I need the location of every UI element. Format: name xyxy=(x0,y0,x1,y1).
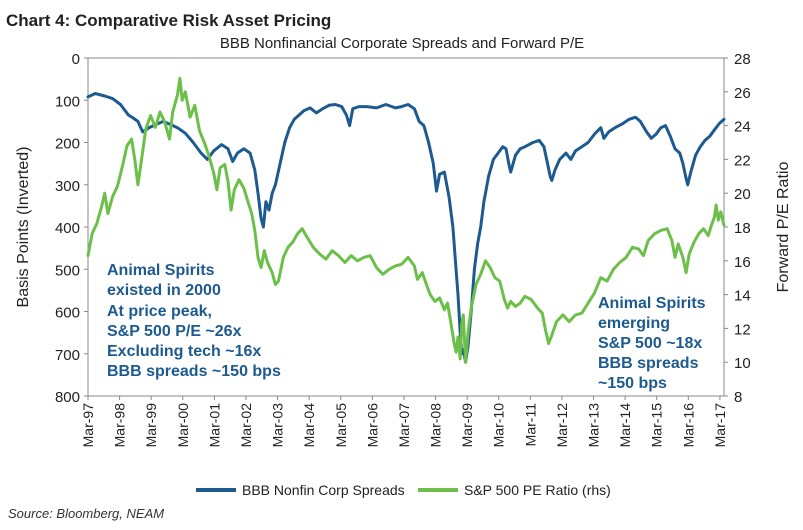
y-axis-label: Basis Points (Inverted) xyxy=(15,147,32,308)
annotation-left-line: BBB spreads ~150 bps xyxy=(107,363,281,380)
x-tick-label: Mar-15 xyxy=(649,403,665,448)
y2-axis-label: Forward P/E Ratio xyxy=(775,162,792,293)
x-tick-label: Mar-02 xyxy=(238,403,254,448)
chart-title: BBB Nonfinancial Corporate Spreads and F… xyxy=(220,35,584,52)
right-axis-ticks: 8 10 12 14 16 18 20 22 24 26 28 xyxy=(724,51,751,406)
legend-label-pe: S&P 500 PE Ratio (rhs) xyxy=(464,482,611,498)
annotation-left: Animal Spirits existed in 2000 At price … xyxy=(107,262,281,380)
x-tick-label: Mar-98 xyxy=(112,403,128,448)
y-tick-label: 200 xyxy=(55,136,80,153)
y-tick-label: 0 xyxy=(72,51,80,68)
y-tick-label: 800 xyxy=(55,389,80,406)
y2-tick-label: 18 xyxy=(734,220,751,237)
x-tick-label: Mar-07 xyxy=(396,403,412,448)
annotation-right-line: S&P 500 ~18x xyxy=(598,335,702,352)
y-tick-label: 300 xyxy=(55,178,80,195)
y-tick-label: 600 xyxy=(55,305,80,322)
y2-tick-label: 26 xyxy=(734,85,751,102)
annotation-left-line: existed in 2000 xyxy=(107,282,221,299)
annotation-left-line: Animal Spirits xyxy=(107,262,215,279)
annotation-left-line: Excluding tech ~16x xyxy=(107,343,261,360)
x-tick-label: Mar-00 xyxy=(175,403,191,448)
y2-tick-label: 8 xyxy=(734,389,742,406)
y-tick-label: 500 xyxy=(55,262,80,279)
annotation-right-line: BBB spreads xyxy=(598,355,699,372)
x-tick-label: Mar-10 xyxy=(491,403,507,448)
annotation-right-line: emerging xyxy=(598,315,670,332)
legend: BBB Nonfin Corp Spreads S&P 500 PE Ratio… xyxy=(196,482,611,498)
y2-tick-label: 14 xyxy=(734,288,751,305)
x-tick-label: Mar-97 xyxy=(80,403,96,448)
x-tick-label: Mar-16 xyxy=(680,403,696,448)
y-tick-label: 700 xyxy=(55,347,80,364)
x-tick-label: Mar-17 xyxy=(712,403,728,448)
left-axis-ticks: 0 100 200 300 400 500 600 700 800 xyxy=(55,51,88,406)
annotation-right-line: ~150 bps xyxy=(598,375,667,392)
chart-label: Chart 4: Comparative Risk Asset Pricing xyxy=(6,11,331,30)
y2-tick-label: 20 xyxy=(734,186,751,203)
x-tick-label: Mar-05 xyxy=(333,403,349,448)
y2-tick-label: 24 xyxy=(734,119,751,136)
y2-tick-label: 10 xyxy=(734,355,751,372)
annotation-right: Animal Spirits emerging S&P 500 ~18x BBB… xyxy=(598,295,706,392)
legend-label-spreads: BBB Nonfin Corp Spreads xyxy=(242,482,405,498)
x-axis-ticks: Mar-97 Mar-98 Mar-99 Mar-00 Mar-01 Mar-02 Mar-… xyxy=(80,396,728,447)
series-line-sp500-pe xyxy=(86,76,726,364)
source-note: Source: Bloomberg, NEAM xyxy=(8,506,164,521)
y2-tick-label: 22 xyxy=(734,152,751,169)
x-tick-label: Mar-14 xyxy=(617,403,633,448)
x-tick-label: Mar-99 xyxy=(143,403,159,448)
x-tick-label: Mar-03 xyxy=(270,403,286,448)
annotation-left-line: S&P 500 P/E ~26x xyxy=(107,323,242,340)
x-tick-label: Mar-01 xyxy=(206,403,222,448)
series-line-bbb-spreads xyxy=(86,92,726,364)
x-tick-label: Mar-08 xyxy=(428,403,444,448)
y2-tick-label: 28 xyxy=(734,51,751,68)
annotation-right-line: Animal Spirits xyxy=(598,295,706,312)
y2-tick-label: 12 xyxy=(734,321,751,338)
x-tick-label: Mar-04 xyxy=(301,403,317,448)
x-tick-label: Mar-06 xyxy=(364,403,380,448)
x-tick-label: Mar-13 xyxy=(586,403,602,448)
y-tick-label: 400 xyxy=(55,220,80,237)
y-tick-label: 100 xyxy=(55,93,80,110)
x-tick-label: Mar-11 xyxy=(522,403,538,447)
x-tick-label: Mar-12 xyxy=(554,403,570,448)
x-tick-label: Mar-09 xyxy=(459,403,475,448)
annotation-left-line: At price peak, xyxy=(107,303,212,320)
y2-tick-label: 16 xyxy=(734,254,751,271)
